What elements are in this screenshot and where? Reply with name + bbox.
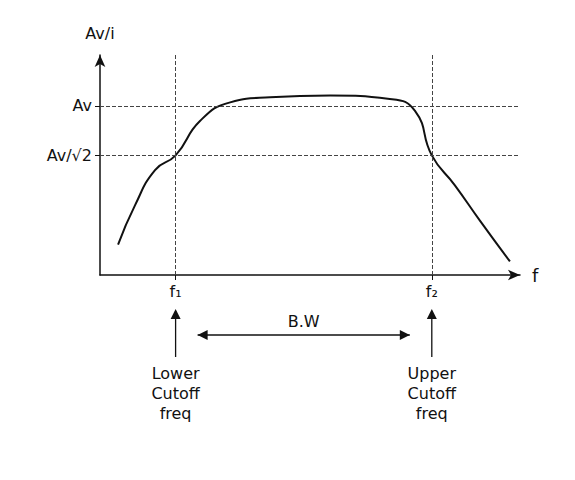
svg-text:f₂: f₂: [426, 282, 438, 301]
svg-text:Cutoff: Cutoff: [151, 384, 200, 403]
svg-text:f₁: f₁: [170, 282, 182, 301]
svg-text:freq: freq: [160, 404, 192, 423]
svg-text:f: f: [532, 265, 539, 286]
svg-text:freq: freq: [416, 404, 448, 423]
svg-text:Lower: Lower: [152, 364, 200, 383]
svg-text:Upper: Upper: [408, 364, 457, 383]
svg-text:Av: Av: [73, 96, 92, 115]
svg-text:Av/√2: Av/√2: [47, 146, 92, 165]
svg-text:B.W: B.W: [288, 312, 320, 331]
svg-text:Cutoff: Cutoff: [408, 384, 457, 403]
svg-text:Av/i: Av/i: [85, 24, 114, 43]
